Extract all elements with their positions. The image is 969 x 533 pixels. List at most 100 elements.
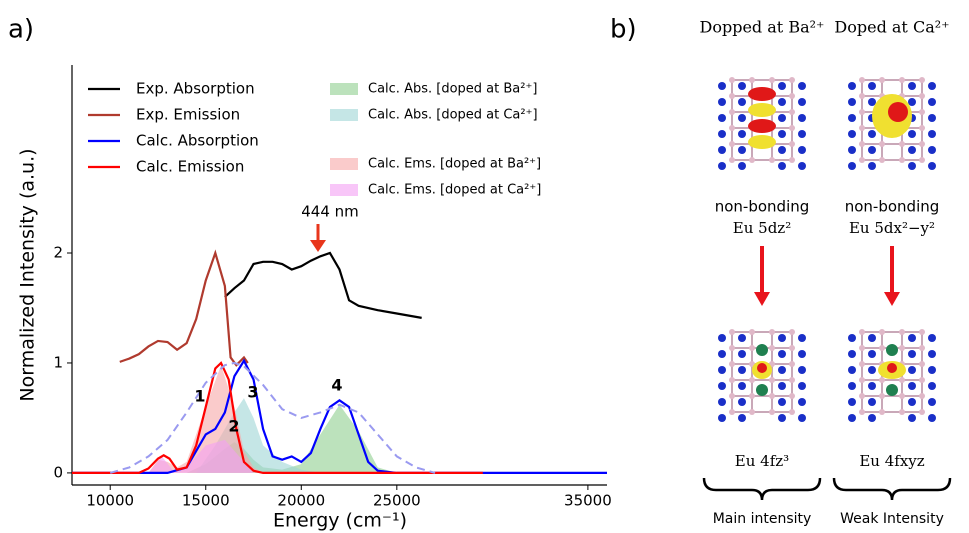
atom (868, 130, 876, 138)
atom (859, 77, 865, 83)
legend-swatch (330, 109, 358, 121)
atom (749, 157, 755, 163)
legend-label: Calc. Abs. [doped at Ca²⁺] (368, 108, 538, 123)
atom (928, 334, 936, 342)
orbital-label: non-bonding (845, 198, 940, 216)
atom (868, 382, 876, 390)
molecule (718, 329, 806, 422)
x-tick-label: 15000 (182, 492, 230, 510)
x-tick-label: 35000 (564, 492, 612, 510)
atom (919, 393, 925, 399)
atom (798, 146, 806, 154)
atom (868, 98, 876, 106)
atom (868, 162, 876, 170)
atom (778, 366, 786, 374)
atom (879, 409, 885, 415)
atom (729, 361, 735, 367)
brace (702, 477, 822, 501)
atom (899, 393, 905, 399)
orbital-label: Eu 4fz³ (735, 452, 789, 470)
atom (718, 98, 726, 106)
orbital-label: Eu 5dz² (733, 219, 791, 237)
orbital (748, 119, 776, 133)
atom (928, 350, 936, 358)
atom (718, 398, 726, 406)
atom (738, 130, 746, 138)
atom (879, 157, 885, 163)
atom (789, 361, 795, 367)
atom (868, 146, 876, 154)
atom (848, 350, 856, 358)
atom (848, 114, 856, 122)
atom (798, 162, 806, 170)
atom (749, 345, 755, 351)
atom (769, 393, 775, 399)
annotation: 444 nm (301, 203, 359, 221)
atom (729, 77, 735, 83)
atom (778, 382, 786, 390)
atom (886, 384, 898, 396)
atom (908, 162, 916, 170)
dashed-line (109, 361, 436, 474)
panel-label: a) (8, 15, 34, 45)
atom (928, 98, 936, 106)
annotation: 4 (331, 376, 342, 395)
atom (729, 109, 735, 115)
atom (919, 361, 925, 367)
atom (908, 82, 916, 90)
atom (738, 382, 746, 390)
atom (749, 329, 755, 335)
atom (908, 382, 916, 390)
atom (928, 366, 936, 374)
orbital-label: non-bonding (715, 198, 810, 216)
atom (769, 345, 775, 351)
atom (749, 409, 755, 415)
atom (718, 162, 726, 170)
atom (928, 414, 936, 422)
atom (749, 77, 755, 83)
legend-label: Calc. Abs. [doped at Ba²⁺] (368, 82, 537, 97)
atom (789, 329, 795, 335)
caption: Weak Intensity (840, 511, 944, 527)
atom (928, 130, 936, 138)
atom (729, 409, 735, 415)
atom (859, 361, 865, 367)
atom (738, 98, 746, 106)
atom (919, 125, 925, 131)
line (119, 249, 249, 367)
atom (899, 329, 905, 335)
atom (868, 82, 876, 90)
panel-b: Dopped at Ba²⁺ non-bonding Eu 5dz² Eu 4fz³ M… (700, 18, 952, 527)
atom (848, 98, 856, 106)
atom (899, 345, 905, 351)
atom (738, 334, 746, 342)
atom (928, 114, 936, 122)
atom (928, 146, 936, 154)
atom (718, 82, 726, 90)
plot: 10000 15000 20000 25000 35000 0 1 2 Exp. Absorpt… (53, 65, 612, 510)
atom (789, 377, 795, 383)
atom (718, 114, 726, 122)
atom (919, 141, 925, 147)
atom (908, 366, 916, 374)
atom (908, 130, 916, 138)
atom (789, 141, 795, 147)
atom (859, 393, 865, 399)
atom (798, 130, 806, 138)
atom (868, 366, 876, 374)
legend-label: Calc. Ems. [doped at Ca²⁺] (368, 183, 541, 198)
x-tick-label: 20000 (277, 492, 325, 510)
atom (928, 382, 936, 390)
atom (908, 146, 916, 154)
atom (848, 162, 856, 170)
atom (798, 82, 806, 90)
atom (848, 130, 856, 138)
atom (729, 125, 735, 131)
line (224, 251, 422, 319)
atom (769, 157, 775, 163)
atom (848, 398, 856, 406)
orbital (887, 363, 897, 373)
atom (738, 414, 746, 422)
atom (778, 414, 786, 422)
atom (789, 93, 795, 99)
